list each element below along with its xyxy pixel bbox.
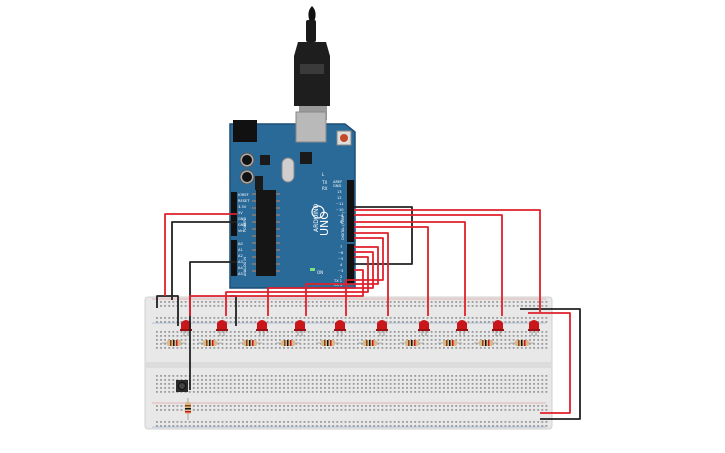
wire-red-11 (354, 221, 466, 316)
power-jack (233, 120, 257, 142)
l-label: L (322, 172, 325, 177)
resistor[interactable] (474, 340, 498, 346)
wire-black-gnd-btn (189, 261, 237, 390)
digital-pin-label: 8 (340, 220, 343, 224)
resistor[interactable] (276, 340, 300, 346)
power-pin-label: RESET (238, 199, 250, 203)
digital-pin-label: 12 (337, 196, 342, 200)
wire-red-7 (305, 246, 379, 316)
power-pin-label: GND (238, 217, 246, 221)
led[interactable] (180, 320, 192, 336)
wire-red-rail-right (528, 312, 571, 414)
led[interactable] (256, 320, 268, 336)
on-label: ON (317, 270, 323, 275)
analog-pin-label: A4 (238, 266, 243, 270)
digital-pin-label: ~10 (336, 208, 344, 212)
led[interactable] (216, 320, 228, 336)
resistor[interactable] (198, 340, 222, 346)
resistor[interactable] (510, 340, 534, 346)
wire-red-5 (225, 256, 369, 316)
digital-pin-label: 2 (340, 275, 342, 279)
wire-red-6 (267, 251, 374, 316)
digital-pin-label: ~3 (338, 269, 343, 273)
power-pin-label: Vin (238, 229, 244, 233)
atmega-chip (256, 190, 276, 276)
wire-red-12 (354, 214, 503, 316)
breadboard[interactable] (144, 296, 553, 430)
digital-pin-label: TX 1 (333, 279, 342, 283)
power-pin-label: IOREF (238, 193, 249, 197)
resistor[interactable] (358, 340, 382, 346)
digital-pin-label: AREF (333, 180, 342, 184)
power-pin-label: 3.3V (238, 205, 247, 209)
wire-red-13 (354, 209, 541, 312)
resistor[interactable] (438, 340, 462, 346)
analog-header[interactable] (231, 240, 237, 276)
digital-pin-label: ~11 (336, 202, 344, 206)
resistor[interactable] (316, 340, 340, 346)
resistor[interactable] (238, 340, 262, 346)
digital-pin-label: 13 (337, 190, 342, 194)
wire-black-left (156, 295, 179, 326)
usb-cable[interactable] (294, 6, 330, 120)
arduino-logo-icon (311, 205, 325, 219)
tx-label: TX (321, 180, 327, 185)
wires[interactable] (156, 206, 581, 420)
wire-black-gnd (171, 221, 237, 300)
led[interactable] (492, 320, 504, 336)
board-model: UNO (318, 211, 331, 236)
usb-port (295, 111, 327, 143)
digital-header-low[interactable] (347, 244, 354, 284)
led[interactable] (294, 320, 306, 336)
digital-pin-label: RX 0 (334, 283, 343, 287)
wire-red-9 (354, 232, 389, 316)
led[interactable] (456, 320, 468, 336)
digital-pin-label: ~9 (338, 214, 344, 218)
wire-red-5v (164, 213, 237, 296)
resistor[interactable] (400, 340, 424, 346)
led[interactable] (334, 320, 346, 336)
analog-pin-label: A3 (238, 260, 243, 264)
digital-header-label: DIGITAL (PWM~) (341, 211, 345, 240)
push-button[interactable] (176, 380, 188, 392)
rx-label: RX (322, 186, 328, 191)
digital-pin-label: 4 (340, 263, 343, 267)
led[interactable] (418, 320, 430, 336)
analog-header-label: ANALOG IN (243, 257, 247, 276)
wire-red-4 (189, 269, 364, 316)
power-pin-label: 5V (238, 211, 243, 215)
power-pin-label: GND (238, 223, 246, 227)
analog-pin-label: A0 (238, 242, 243, 246)
wire-black-rail-right (520, 308, 581, 420)
wire-red-10 (354, 226, 429, 316)
digital-pin-label: ~6 (338, 251, 344, 255)
arduino-uno-board[interactable]: ARDUINO UNO ON L TX RX IOREF RESET 3.3V … (229, 111, 356, 289)
digital-header-high[interactable] (347, 180, 354, 242)
analog-pin-label: A1 (238, 248, 243, 252)
analog-pin-label: A2 (238, 254, 243, 258)
led[interactable] (528, 320, 540, 336)
digital-pin-label: 7 (340, 245, 342, 249)
digital-pin-label: ~5 (338, 257, 343, 261)
resistor[interactable] (162, 340, 186, 346)
digital-pin-label: GND (333, 184, 341, 188)
power-header-label: POWER (243, 219, 247, 232)
led[interactable] (376, 320, 388, 336)
resistor[interactable] (185, 398, 191, 420)
analog-pin-label: A5 (238, 272, 243, 276)
